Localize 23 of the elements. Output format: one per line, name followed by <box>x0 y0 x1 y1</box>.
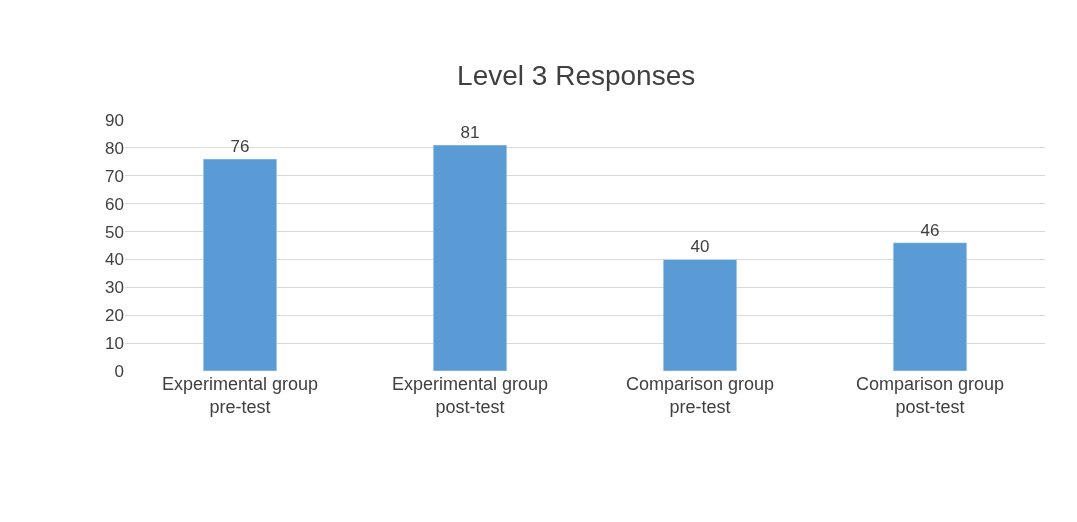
y-tick-label: 0 <box>114 361 124 381</box>
data-label: 81 <box>460 123 480 143</box>
y-tick-label: 40 <box>105 250 124 270</box>
y-tick-label: 70 <box>105 166 124 186</box>
y-tick-label: 60 <box>105 194 124 214</box>
x-tick-label: Experimental group post-test <box>391 374 549 418</box>
data-label: 46 <box>920 220 940 240</box>
data-label: 76 <box>230 137 250 157</box>
y-tick-label: 90 <box>105 110 124 130</box>
bar <box>202 158 278 371</box>
y-tick-label: 50 <box>105 222 124 242</box>
y-tick-label: 80 <box>105 138 124 158</box>
data-label: 40 <box>690 237 710 257</box>
y-tick-label: 10 <box>105 334 124 354</box>
bar <box>432 144 508 371</box>
x-tick-label: Comparison group post-test <box>855 374 1005 418</box>
chart-title: Level 3 Responses <box>457 60 696 92</box>
bar <box>662 259 738 371</box>
x-tick-label: Experimental group pre-test <box>161 374 319 418</box>
x-tick-label: Comparison group pre-test <box>625 374 775 418</box>
y-tick-label: 20 <box>105 306 124 326</box>
bar <box>892 242 968 371</box>
y-tick-label: 30 <box>105 278 124 298</box>
